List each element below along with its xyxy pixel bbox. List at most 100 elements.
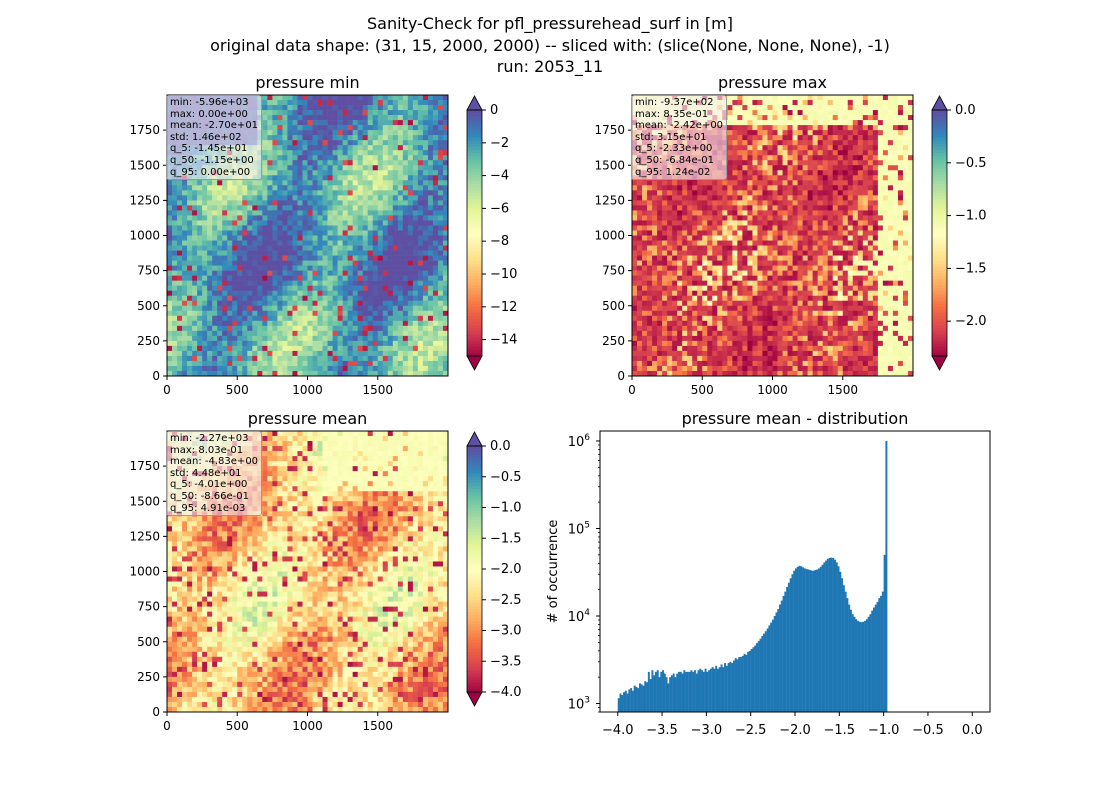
heatmap-cell — [172, 195, 178, 201]
heatmap-cell — [322, 340, 328, 347]
heatmap-cell — [742, 105, 748, 111]
heatmap-cell — [337, 210, 343, 216]
heatmap-cell — [292, 315, 298, 322]
heatmap-cell — [817, 125, 823, 131]
heatmap-cell — [902, 170, 909, 176]
heatmap-cell — [357, 245, 363, 251]
heatmap-cell — [407, 235, 414, 241]
heatmap-cell — [402, 100, 409, 106]
heatmap-cell — [337, 160, 343, 166]
heatmap-cell — [757, 135, 763, 141]
heatmap-cell — [422, 175, 429, 181]
heatmap-cell — [862, 215, 869, 221]
heatmap-cell — [172, 210, 178, 216]
heatmap-cell — [347, 100, 353, 106]
heatmap-cell — [397, 325, 404, 332]
heatmap-cell — [347, 315, 353, 322]
heatmap-cell — [307, 105, 313, 111]
heatmap-cell — [342, 270, 348, 276]
heatmap-cell — [267, 370, 273, 377]
heatmap-cell — [407, 185, 414, 191]
heatmap-cell — [192, 225, 198, 231]
heatmap-cell — [392, 180, 399, 186]
heatmap-cell — [792, 110, 798, 116]
heatmap-cell — [847, 145, 854, 151]
heatmap-cell — [777, 135, 783, 141]
heatmap-cell — [207, 230, 213, 236]
heatmap-cell — [787, 205, 793, 211]
heatmap-cell — [737, 170, 743, 176]
heatmap-cell — [887, 215, 894, 221]
heatmap-cell — [432, 180, 439, 186]
heatmap-cell — [237, 215, 243, 221]
heatmap-cell — [397, 165, 404, 171]
heatmap-cell — [402, 145, 409, 151]
heatmap-cell — [767, 125, 773, 131]
heatmap-cell — [237, 315, 243, 322]
heatmap-cell — [727, 140, 733, 146]
heatmap-cell — [767, 245, 773, 251]
heatmap-cell — [887, 220, 894, 226]
heatmap-cell — [327, 100, 333, 106]
heatmap-cell — [297, 355, 303, 362]
heatmap-cell — [722, 190, 728, 196]
heatmap-cell — [207, 220, 213, 226]
heatmap-cell — [232, 215, 238, 221]
heatmap-cell — [762, 170, 768, 176]
heatmap-cell — [347, 325, 353, 332]
heatmap-cell — [292, 335, 298, 342]
heatmap-cell — [267, 185, 273, 191]
heatmap-cell — [877, 210, 884, 216]
heatmap-cell — [372, 215, 379, 221]
heatmap-cell — [882, 155, 889, 161]
heatmap-cell — [347, 150, 353, 156]
heatmap-cell — [742, 175, 748, 181]
heatmap-cell — [347, 125, 353, 131]
colorbar-segment — [467, 242, 482, 246]
heatmap-cell — [242, 370, 248, 377]
heatmap-cell — [362, 345, 369, 352]
heatmap-cell — [192, 340, 198, 347]
x-tick-label: 1000 — [292, 383, 323, 397]
heatmap-cell — [382, 330, 389, 337]
heatmap-cell — [697, 195, 703, 201]
heatmap-cell — [257, 305, 263, 312]
heatmap-cell — [362, 130, 369, 136]
heatmap-cell — [297, 135, 303, 141]
heatmap-cell — [177, 355, 183, 362]
heatmap-cell — [367, 210, 374, 216]
heatmap-cell — [892, 190, 899, 196]
heatmap-cell — [247, 190, 253, 196]
heatmap-cell — [427, 325, 434, 332]
heatmap-cell — [872, 195, 879, 201]
heatmap-cell — [422, 205, 429, 211]
heatmap-cell — [312, 230, 318, 236]
heatmap-cell — [187, 210, 193, 216]
heatmap-cell — [342, 350, 348, 357]
heatmap-cell — [302, 110, 308, 116]
heatmap-cell — [247, 280, 253, 286]
heatmap-cell — [287, 135, 293, 141]
heatmap-cell — [322, 365, 328, 372]
colorbar-segment — [467, 269, 482, 274]
heatmap-cell — [407, 215, 414, 221]
heatmap-cell — [352, 210, 358, 216]
heatmap-cell — [442, 345, 449, 352]
heatmap-cell — [427, 250, 434, 256]
heatmap-cell — [262, 335, 268, 342]
heatmap-cell — [237, 265, 243, 271]
heatmap-cell — [837, 240, 844, 246]
heatmap-cell — [442, 280, 449, 286]
heatmap-cell — [772, 135, 778, 141]
heatmap-cell — [392, 235, 399, 241]
heatmap-cell — [742, 135, 748, 141]
heatmap-cell — [347, 170, 353, 176]
heatmap-cell — [752, 210, 758, 216]
heatmap-cell — [782, 205, 788, 211]
heatmap-cell — [432, 255, 439, 261]
heatmap-cell — [342, 320, 348, 327]
heatmap-cell — [412, 305, 419, 312]
heatmap-cell — [287, 240, 293, 246]
heatmap-cell — [852, 115, 859, 121]
heatmap-cell — [192, 355, 198, 362]
